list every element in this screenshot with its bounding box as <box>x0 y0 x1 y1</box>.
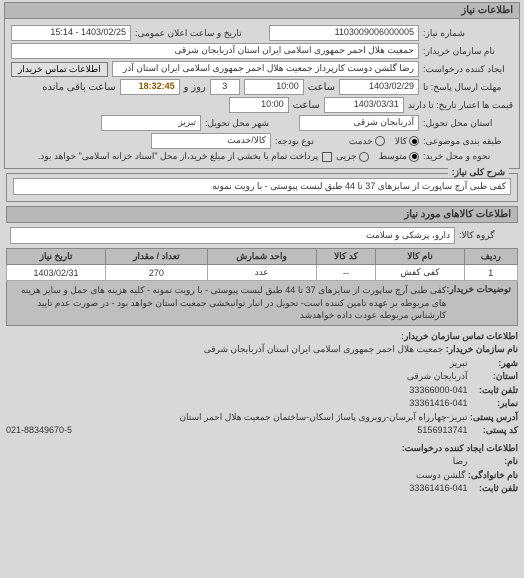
name-value: رضا <box>453 456 468 466</box>
delivery-province-field: آذربایجان شرقی <box>299 115 419 131</box>
name-label: نام: <box>470 455 518 469</box>
deadline-date-field: 1403/02/29 <box>339 79 419 95</box>
creator-contact-block: اطلاعات ایجاد کننده درخواست: نام: رضا نا… <box>6 442 518 496</box>
buyer-contact-block: اطلاعات تماس سازمان خریدار: نام سازمان خ… <box>6 330 518 438</box>
price-date-label: قیمت ها اعتبار تاریخ: تا دارند <box>408 100 513 111</box>
col-code: کد کالا <box>316 249 376 265</box>
table-row[interactable]: 1 کفی کفش -- عدد 270 1403/02/31 <box>7 265 518 281</box>
col-qty: تعداد / مقدار <box>106 249 208 265</box>
deadline-time-field: 10:00 <box>244 79 304 95</box>
need-description-fieldset: شرح کلی نیاز: کفی طبی آرچ ساپورت از سایز… <box>6 173 518 202</box>
fax-label: نمابر: <box>470 397 518 411</box>
budget-side-field: کالا/خدمت <box>151 133 271 149</box>
buyer-desc-label: توضیحات خریدار: <box>446 284 511 322</box>
budget-label: طبقه بندی موضوعی: <box>423 136 513 147</box>
radio-mid[interactable]: متوسط <box>379 151 419 162</box>
buyer-contact-button[interactable]: اطلاعات تماس خریدار <box>11 62 108 77</box>
price-time-label: ساعت <box>293 100 320 111</box>
radio-partial[interactable]: جزیی <box>336 151 369 162</box>
pay-note: پرداخت تمام یا بخشی از مبلغ خرید،از محل … <box>38 151 318 162</box>
phone-value: 33366000-041 <box>409 385 467 395</box>
request-no-field: 1103009006000005 <box>269 25 419 41</box>
remain-label: ساعت باقی مانده <box>42 82 115 93</box>
cell-date: 1403/02/31 <box>7 265 106 281</box>
delivery-province-label: استان محل تحویل: <box>423 118 513 129</box>
post-label: کد پستی: <box>470 424 518 438</box>
col-date: تاریخ نیاز <box>7 249 106 265</box>
checkbox-icon <box>322 152 332 162</box>
province-label: استان: <box>470 370 518 384</box>
buyer-desc-value: کفی طبی آرچ ساپورت از سایزهای 37 تا 44 ط… <box>13 284 446 322</box>
family-label: نام خانوادگی: <box>468 469 518 483</box>
org-label: نام سازمان خریدار: <box>446 343 518 357</box>
panel-title: اطلاعات نیاز <box>5 3 519 19</box>
creator-field: رضا گلشن دوست کارپرداز جمعیت هلال احمر ج… <box>112 61 419 77</box>
panel-body: شماره نیاز: 1103009006000005 تاریخ و ساع… <box>5 19 519 168</box>
city-value: تبریز <box>450 358 468 368</box>
col-name: نام کالا <box>376 249 464 265</box>
addr-value: تبریز-چهارراه آبرسان-روبروی پاساژ اسکان-… <box>179 412 467 422</box>
remain-time-field: 18:32:45 <box>120 79 180 95</box>
need-legend: شرح کلی نیاز: <box>448 167 509 178</box>
cell-qty: 270 <box>106 265 208 281</box>
city-label: شهر: <box>470 357 518 371</box>
need-info-panel: اطلاعات نیاز شماره نیاز: 110300900600000… <box>4 2 520 169</box>
radio-service[interactable]: خدمت <box>349 136 385 147</box>
radio-dot-icon <box>375 136 385 146</box>
treasury-check[interactable] <box>322 152 332 162</box>
cell-name: کفی کفش <box>376 265 464 281</box>
deadline-label: مهلت ارسال پاسخ: تا <box>423 82 513 93</box>
cell-idx: 1 <box>464 265 517 281</box>
goods-table: ردیف نام کالا کد کالا واحد شمارش تعداد /… <box>6 248 518 281</box>
goods-section-header: اطلاعات کالاهای مورد نیاز <box>6 206 518 223</box>
announce-label: تاریخ و ساعت اعلان عمومی: <box>135 28 265 39</box>
group-label: گروه کالا: <box>459 230 514 241</box>
col-idx: ردیف <box>464 249 517 265</box>
price-time-field: 10:00 <box>229 97 289 113</box>
contact1-title: اطلاعات تماس سازمان خریدار: <box>6 330 518 344</box>
phone2-label: تلفن ثابت: <box>470 482 518 496</box>
addr-label: آدرس پستی: <box>470 411 518 425</box>
need-text-field: کفی طبی آرچ ساپورت از سایزهای 37 تا 44 ط… <box>13 178 511 195</box>
col-unit: واحد شمارش <box>207 249 316 265</box>
province-value: آذربایجان شرقی <box>407 371 468 381</box>
buyer-name-field: جمعیت هلال احمر جمهوری اسلامی ایران استا… <box>11 43 419 59</box>
phone-label: تلفن ثابت: <box>470 384 518 398</box>
goods-service-radio-group: کالا خدمت <box>349 136 419 147</box>
family-value: گلشن دوست <box>416 470 465 480</box>
announce-field: 1403/02/25 - 15:14 <box>11 25 131 41</box>
footer-phone: 021-88349670-5 <box>6 424 72 438</box>
org-value: جمعیت هلال احمر جمهوری اسلامی ایران استا… <box>204 344 444 354</box>
table-header-row: ردیف نام کالا کد کالا واحد شمارش تعداد /… <box>7 249 518 265</box>
radio-dot-icon <box>359 152 369 162</box>
time-label: ساعت <box>308 82 335 93</box>
delivery-city-label: شهر محل تحویل: <box>205 118 295 129</box>
fax-value: 33361416-041 <box>409 398 467 408</box>
radio-goods[interactable]: کالا <box>395 136 419 147</box>
cell-code: -- <box>316 265 376 281</box>
post-value: 5156913741 <box>417 425 467 435</box>
buyer-name-label: نام سازمان خریدار: <box>423 46 513 57</box>
contact2-title: اطلاعات ایجاد کننده درخواست: <box>6 442 518 456</box>
group-field: دارو، پزشکی و سلامت <box>10 227 455 244</box>
delivery-city-field: تبریز <box>101 115 201 131</box>
radio-dot-icon <box>409 152 419 162</box>
creator-label: ایجاد کننده درخواست: <box>423 64 513 75</box>
budget-row-label: نوع بودجه: <box>275 136 345 147</box>
buyer-type-label: نحوه و محل خرید: <box>423 151 513 162</box>
phone2-value: 33361416-041 <box>409 483 467 493</box>
radio-dot-icon <box>409 136 419 146</box>
days-label: روز و <box>184 82 206 93</box>
price-date-field: 1403/03/31 <box>324 97 404 113</box>
buyer-desc-block: توضیحات خریدار: کفی طبی آرچ ساپورت از سا… <box>6 281 518 326</box>
days-field: 3 <box>210 79 240 95</box>
request-no-label: شماره نیاز: <box>423 28 513 39</box>
size-radio-group: متوسط جزیی <box>336 151 419 162</box>
cell-unit: عدد <box>207 265 316 281</box>
